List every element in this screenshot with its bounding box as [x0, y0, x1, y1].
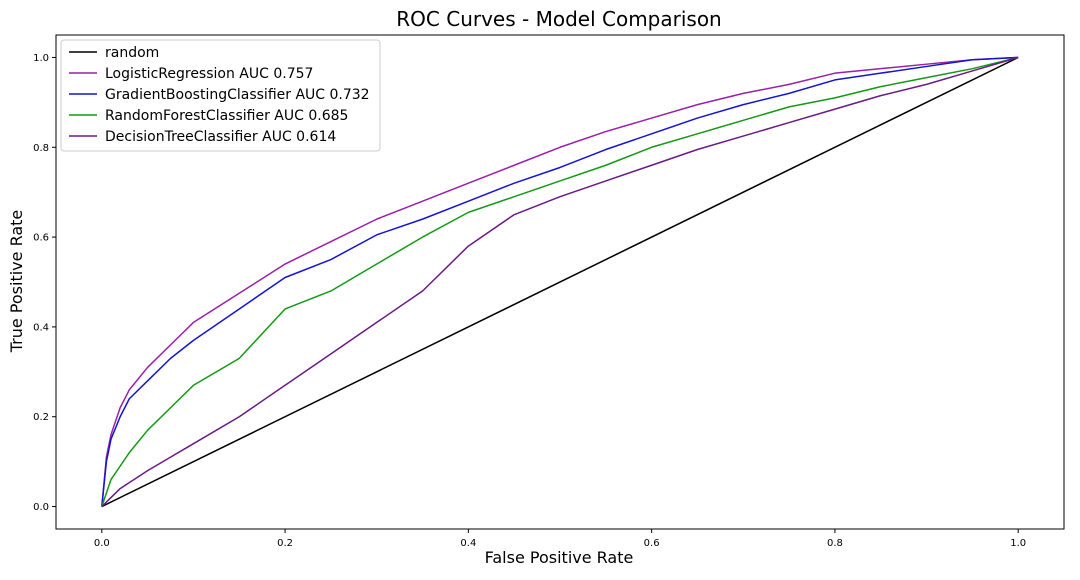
legend-box [60, 39, 381, 152]
plot-area [101, 56, 1019, 508]
legend-label-4: DecisionTreeClassifier AUC 0.614 [105, 129, 336, 145]
chart-title: ROC Curves - Model Comparison [396, 7, 721, 31]
x-tick-label: 0.8 [827, 538, 843, 549]
y-tick-label: 1.0 [33, 53, 49, 64]
x-tick-label: 0.4 [460, 538, 476, 549]
y-tick-label: 0.4 [33, 322, 49, 333]
legend-label-3: RandomForestClassifier AUC 0.685 [105, 108, 348, 124]
legend-label-2: GradientBoostingClassifier AUC 0.732 [105, 87, 370, 103]
plot-frame [55, 34, 1065, 530]
legend-label-0: random [105, 45, 159, 61]
series-line-4 [101, 56, 1019, 508]
x-tick-label: 0.0 [94, 538, 110, 549]
x-tick-label: 1.0 [1010, 538, 1026, 549]
axes: 0.0 0.2 0.4 0.6 0.8 1.0 0.0 0.2 0.4 0.6 0.8 1.0 [33, 34, 1065, 549]
series-line-2 [101, 56, 1019, 507]
series-line-3 [101, 56, 1019, 507]
series-line-0 [101, 56, 1019, 508]
y-tick-label: 0.6 [33, 233, 49, 244]
x-axis-title: False Positive Rate [485, 548, 634, 567]
legend-label-1: LogisticRegression AUC 0.757 [105, 66, 313, 82]
y-tick-label: 0.8 [33, 143, 49, 154]
legend: random LogisticRegression AUC 0.757 Gradie… [60, 39, 381, 152]
series-line-1 [101, 56, 1019, 507]
x-tick-label: 0.6 [644, 538, 660, 549]
y-axis-title: True Positive Rate [7, 210, 26, 354]
y-tick-label: 0.0 [33, 502, 49, 513]
y-tick-label: 0.2 [33, 412, 49, 423]
x-tick-label: 0.2 [277, 538, 293, 549]
